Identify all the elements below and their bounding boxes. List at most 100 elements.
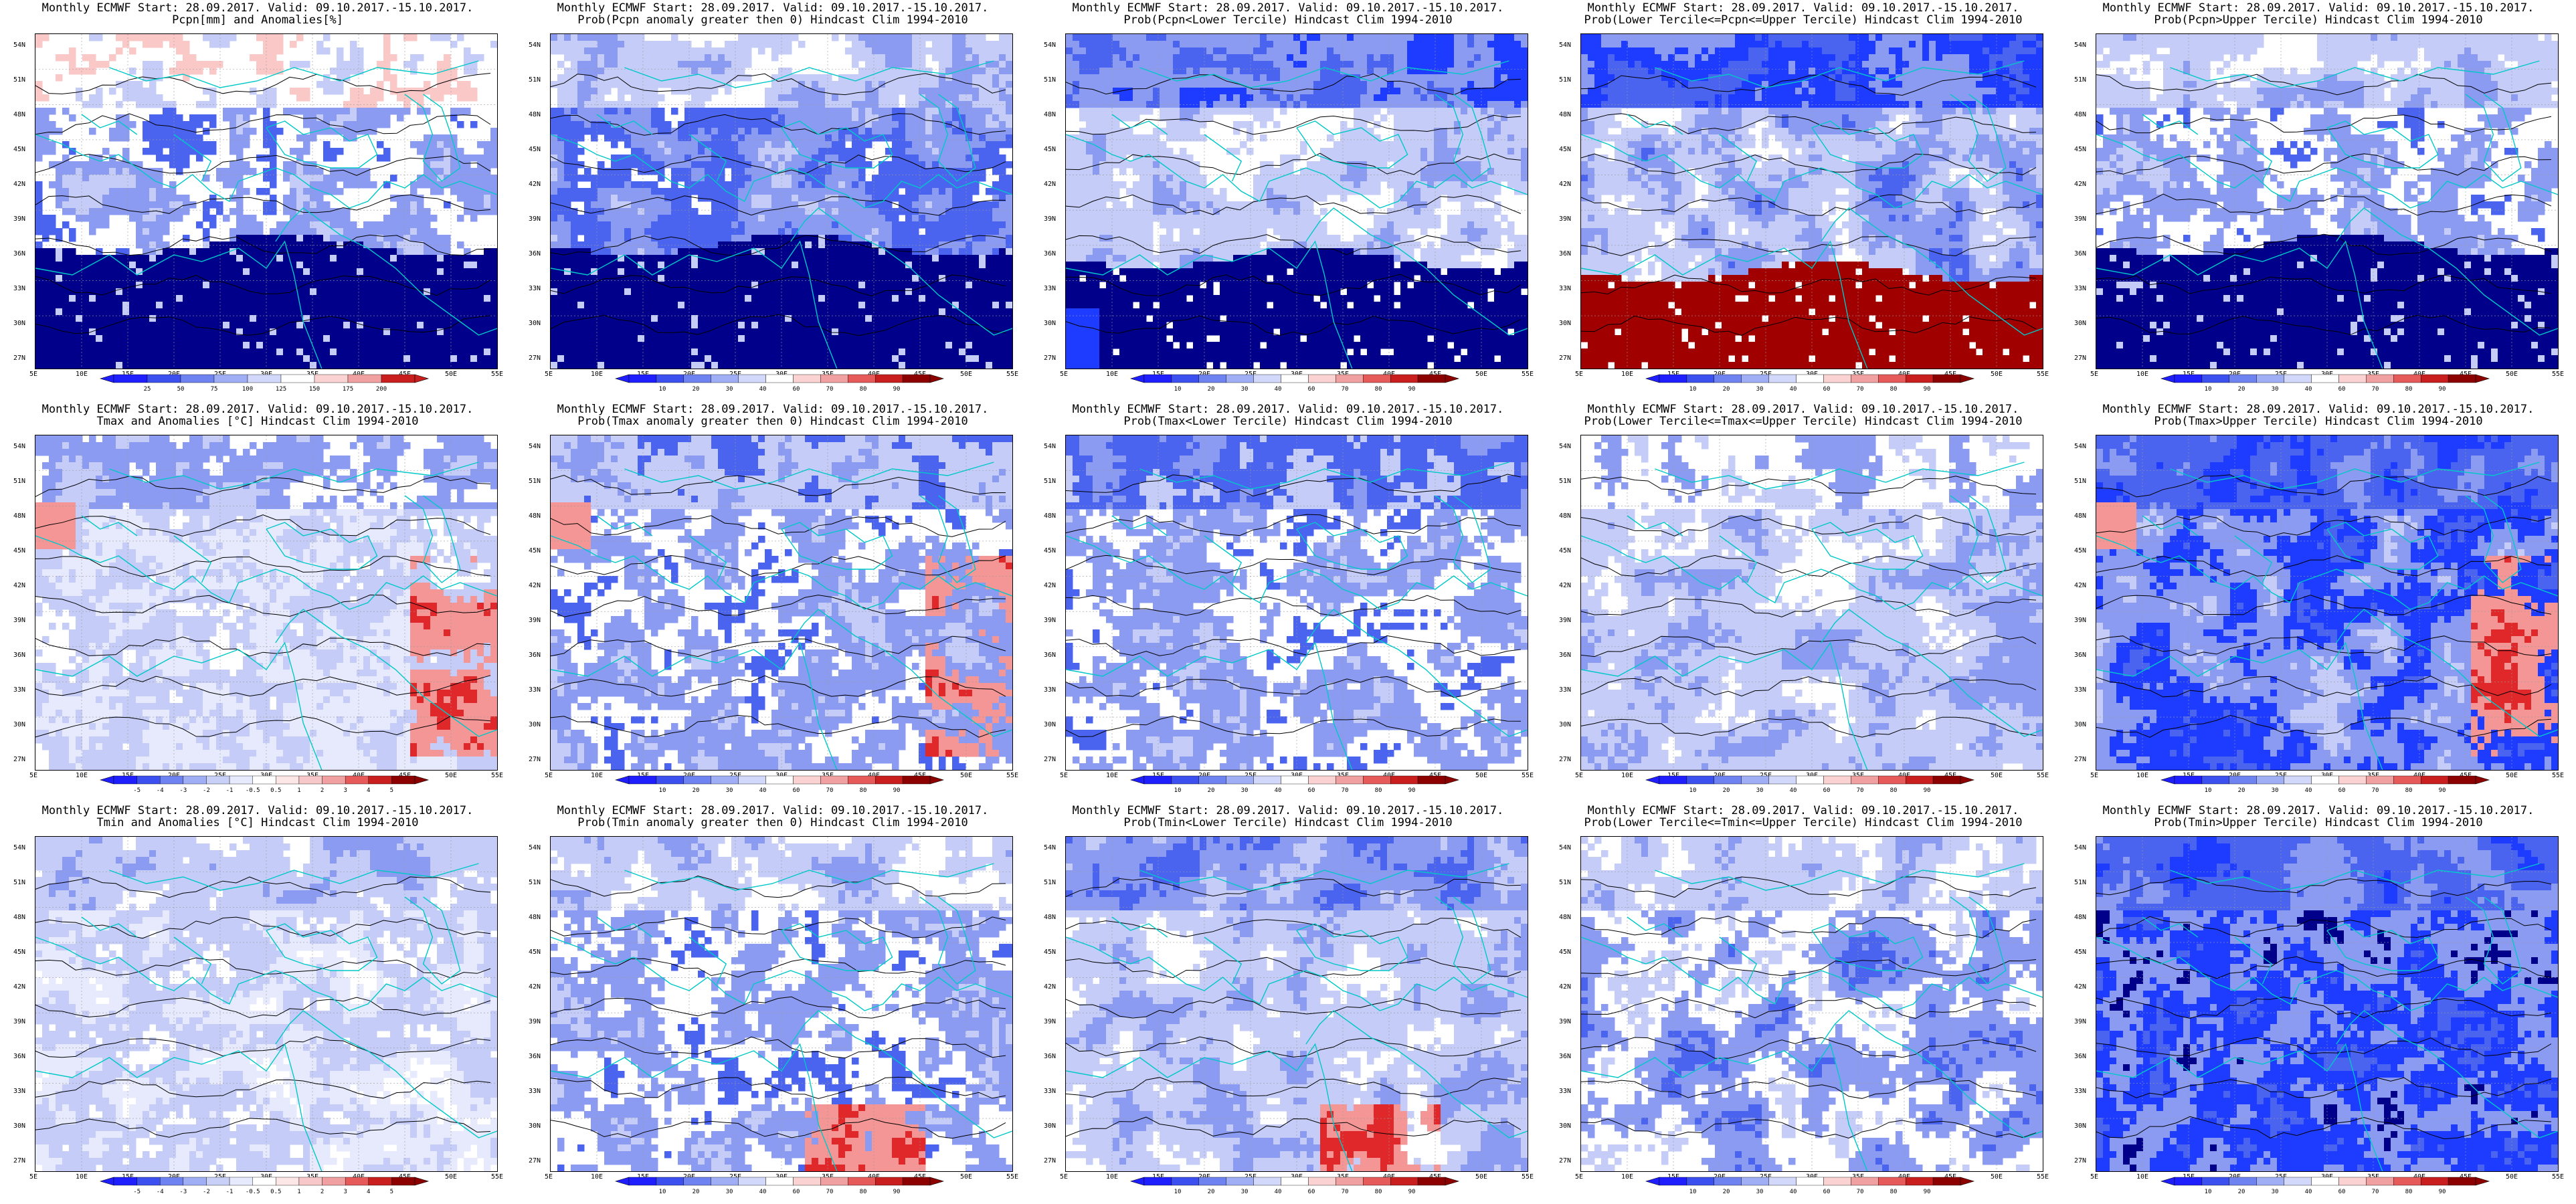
forecast-map	[1065, 33, 1528, 369]
colorbar-tick-label: 80	[1375, 1189, 1382, 1195]
lat-tick-label: 51N	[529, 879, 541, 886]
lon-tick-label: 5E	[1575, 1173, 1583, 1181]
colorbar-tick-label: 25	[144, 386, 151, 393]
lon-tick-label: 45E	[1429, 371, 1441, 378]
lon-tick-label: 30E	[260, 772, 272, 779]
colorbar-tick-label: 10	[1689, 386, 1697, 393]
panel-title-line2: Prob(Tmax<Lower Tercile) Hindcast Clim 1…	[1030, 415, 1546, 427]
colorbar-tick-label: 3	[343, 787, 347, 794]
lat-tick-label: 48N	[1559, 512, 1571, 520]
lon-tick-label: 5E	[1575, 772, 1583, 779]
lon-tick-label: 35E	[1852, 1173, 1864, 1181]
lon-tick-label: 55E	[1006, 371, 1018, 378]
colorbar-tick-label: 90	[1408, 787, 1416, 794]
lat-tick-label: 36N	[529, 651, 541, 659]
colorbar-tick-label: 80	[1375, 787, 1382, 794]
lat-tick-label: 39N	[1559, 617, 1571, 624]
forecast-panel: Monthly ECMWF Start: 28.09.2017. Valid: …	[1546, 803, 2061, 1204]
colorbar-tick-label: 60	[2338, 386, 2346, 393]
colorbar-tick-label: -4	[157, 787, 164, 794]
lon-tick-label: 40E	[1383, 371, 1395, 378]
colorbar-tick-label: -2	[203, 1189, 210, 1195]
lat-tick-label: 45N	[2074, 948, 2086, 956]
colorbar-tick-label: 40	[2305, 386, 2312, 393]
lat-tick-label: 39N	[2074, 1018, 2086, 1025]
lon-tick-label: 50E	[960, 772, 972, 779]
colorbar-tick-label: 30	[2272, 386, 2279, 393]
lat-tick-label: 51N	[529, 76, 541, 84]
colorbar-tick-label: 10	[2205, 386, 2212, 393]
lon-tick-label: 50E	[1991, 1173, 2003, 1181]
colorbar: 10 20 30 40 60 70 80 90	[614, 374, 945, 395]
forecast-panel: Monthly ECMWF Start: 28.09.2017. Valid: …	[1030, 803, 1546, 1204]
colorbar-tick-label: 10	[659, 787, 666, 794]
lat-tick-label: 30N	[13, 1122, 25, 1130]
lon-tick-label: 30E	[775, 1173, 788, 1181]
lon-tick-label: 35E	[306, 1173, 318, 1181]
map-field	[1066, 837, 1528, 1171]
forecast-map	[35, 836, 498, 1172]
colorbar-tick-label: 80	[2405, 1189, 2413, 1195]
panel-title: Monthly ECMWF Start: 28.09.2017. Valid: …	[2061, 2, 2576, 26]
lat-tick-label: 39N	[529, 617, 541, 624]
lon-tick-label: 45E	[399, 772, 411, 779]
lon-tick-label: 55E	[491, 371, 503, 378]
lat-tick-label: 51N	[1044, 478, 1056, 485]
lat-tick-label: 36N	[13, 651, 25, 659]
lat-tick-label: 36N	[1044, 250, 1056, 258]
lat-tick-label: 30N	[13, 721, 25, 728]
colorbar-tick-label: 40	[1790, 787, 1797, 794]
forecast-panel: Monthly ECMWF Start: 28.09.2017. Valid: …	[0, 803, 515, 1204]
colorbar-tick-label: -5	[133, 787, 141, 794]
lat-tick-label: 33N	[529, 686, 541, 694]
lat-tick-label: 36N	[2074, 651, 2086, 659]
map-field	[1581, 837, 2043, 1171]
lon-tick-label: 25E	[214, 772, 226, 779]
colorbar-tick-label: 40	[2305, 787, 2312, 794]
lon-tick-label: 25E	[2275, 371, 2287, 378]
colorbar-tick-label: 30	[1241, 787, 1249, 794]
lon-tick-label: 40E	[868, 772, 880, 779]
lat-tick-label: 30N	[1044, 1122, 1056, 1130]
lon-tick-label: 5E	[1060, 772, 1068, 779]
colorbar-tick-label: 90	[1408, 1189, 1416, 1195]
colorbar-tick-label: 40	[1275, 1189, 1282, 1195]
lon-tick-label: 25E	[214, 371, 226, 378]
lon-tick-label: 45E	[1944, 772, 1956, 779]
lat-tick-label: 39N	[529, 215, 541, 223]
map-field	[35, 837, 497, 1171]
colorbar-tick-label: 90	[2439, 386, 2446, 393]
lon-tick-label: 5E	[545, 371, 553, 378]
lat-tick-label: 45N	[13, 948, 25, 956]
lon-tick-label: 5E	[1575, 371, 1583, 378]
forecast-panel: Monthly ECMWF Start: 28.09.2017. Valid: …	[0, 401, 515, 803]
panel-title: Monthly ECMWF Start: 28.09.2017. Valid: …	[0, 805, 515, 829]
colorbar-tick-label: 60	[793, 1189, 800, 1195]
forecast-panel: Monthly ECMWF Start: 28.09.2017. Valid: …	[515, 803, 1030, 1204]
lat-tick-label: 30N	[1559, 1122, 1571, 1130]
colorbar-tick-label: 4	[367, 1189, 370, 1195]
lon-tick-label: 50E	[445, 1173, 457, 1181]
colorbar: 25 50 75 100 125 150 175 200	[99, 374, 430, 395]
lon-tick-label: 50E	[1475, 1173, 1487, 1181]
lat-tick-label: 27N	[529, 756, 541, 763]
lat-tick-label: 51N	[529, 478, 541, 485]
lon-tick-label: 50E	[2506, 772, 2518, 779]
lat-tick-label: 54N	[13, 844, 25, 851]
lon-tick-label: 10E	[591, 1173, 603, 1181]
lat-tick-label: 42N	[13, 181, 25, 188]
lon-tick-label: 25E	[729, 371, 741, 378]
lon-tick-label: 50E	[445, 371, 457, 378]
colorbar-tick-label: 10	[1174, 787, 1182, 794]
colorbar-tick-label: 30	[1756, 386, 1764, 393]
lat-tick-label: 45N	[2074, 146, 2086, 153]
lat-tick-label: 36N	[2074, 1053, 2086, 1060]
colorbar-tick-label: 0.5	[270, 1189, 281, 1195]
lon-tick-label: 40E	[353, 1173, 365, 1181]
lat-tick-label: 48N	[1559, 914, 1571, 921]
colorbar-tick-label: 60	[1823, 787, 1831, 794]
colorbar-tick-label: 175	[343, 386, 353, 393]
lon-tick-label: 35E	[2367, 1173, 2379, 1181]
lon-tick-label: 20E	[1198, 1173, 1210, 1181]
lat-tick-label: 54N	[1044, 41, 1056, 49]
